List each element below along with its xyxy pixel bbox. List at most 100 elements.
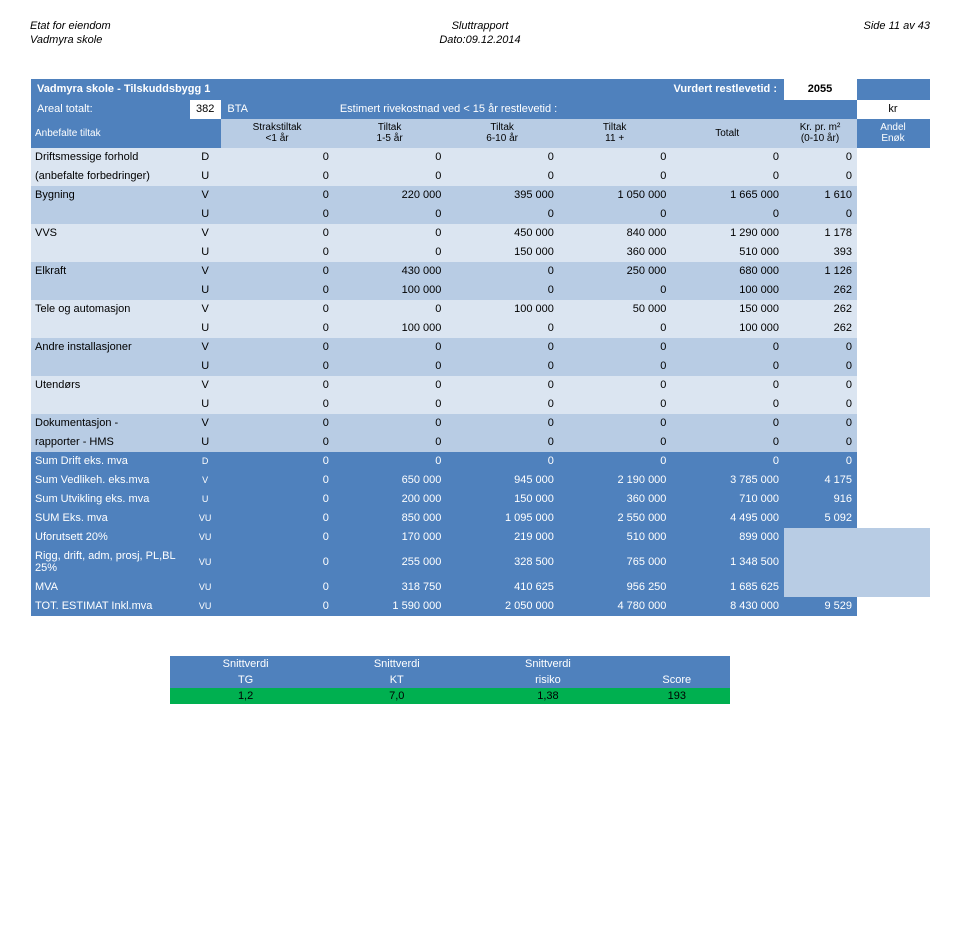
header-left-1: Etat for eiendom: [30, 20, 330, 32]
andel-cell: 0: [857, 509, 930, 528]
row-value: 0: [558, 319, 671, 338]
row-value: 0: [221, 452, 333, 471]
table-row: Dokumentasjon -V000000: [31, 414, 930, 433]
andel-cell: [857, 395, 930, 414]
row-code: V: [190, 471, 221, 490]
col-6b: (0-10 år): [801, 133, 839, 144]
row-value: 9 529: [784, 597, 857, 616]
row-value: 0: [221, 338, 333, 357]
table-row: BygningV0220 000395 0001 050 0001 665 00…: [31, 186, 930, 205]
row-label: [31, 205, 190, 224]
summary-table: Snittverdi Snittverdi Snittverdi TG KT r…: [170, 656, 730, 704]
row-value: 0: [446, 433, 559, 452]
column-headers: Anbefalte tiltak Strakstiltak<1 år Tilta…: [31, 119, 930, 148]
row-value: 956 250: [558, 578, 671, 597]
andel-cell: [857, 357, 930, 376]
table-row: U0100 00000100 000262: [31, 281, 930, 300]
sum-h-3: [624, 656, 730, 672]
row-value: 0: [446, 319, 559, 338]
row-value: 4 175: [784, 471, 857, 490]
table-row: Sum Vedlikeh. eks.mvaV0650 000945 0002 1…: [31, 471, 930, 490]
sum-v-3: 193: [624, 688, 730, 704]
row-value: 0: [333, 243, 446, 262]
row-value: 0: [221, 300, 333, 319]
andel-cell: [857, 471, 930, 490]
row-value: 0: [671, 167, 784, 186]
row-value: 430 000: [333, 262, 446, 281]
row-value: 0: [558, 167, 671, 186]
row-value: 0: [784, 148, 857, 167]
row-code: U: [190, 205, 221, 224]
row-value: 0: [784, 167, 857, 186]
row-value: 0: [784, 205, 857, 224]
restlevetid-year: 2055: [784, 79, 857, 100]
col-3a: Tiltak: [490, 122, 514, 133]
row-value: 100 000: [671, 281, 784, 300]
row-value: 200 000: [333, 490, 446, 509]
row-value: 170 000: [333, 528, 446, 547]
row-value: 0: [333, 376, 446, 395]
row-value: 0: [784, 433, 857, 452]
row-value: 2 050 000: [446, 597, 559, 616]
row-value: 0: [558, 338, 671, 357]
row-label: Rigg, drift, adm, prosj, PL,BL 25%: [31, 547, 190, 578]
row-value: [784, 528, 857, 547]
row-value: 410 625: [446, 578, 559, 597]
row-value: 0: [221, 490, 333, 509]
row-value: 0: [671, 414, 784, 433]
sum-h2-2: risiko: [472, 672, 623, 688]
header-center-1: Sluttrapport: [330, 20, 630, 32]
col-3b: 6-10 år: [486, 133, 518, 144]
sum-h2-3: Score: [624, 672, 730, 688]
estimert-label: Estimert rivekostnad ved < 15 år restlev…: [333, 100, 856, 119]
row-value: 0: [221, 243, 333, 262]
row-value: 0: [221, 281, 333, 300]
row-label: MVA: [31, 578, 190, 597]
andel-cell: 0: [857, 597, 930, 616]
col-1b: <1 år: [266, 133, 289, 144]
areal-label: Areal totalt:: [31, 100, 190, 119]
row-value: 0: [333, 167, 446, 186]
row-value: 219 000: [446, 528, 559, 547]
row-value: 220 000: [333, 186, 446, 205]
row-code: U: [190, 243, 221, 262]
table-row: U000000: [31, 395, 930, 414]
row-label: VVS: [31, 224, 190, 243]
row-value: 0: [333, 433, 446, 452]
row-value: 945 000: [446, 471, 559, 490]
row-value: 850 000: [333, 509, 446, 528]
andel-cell: [857, 224, 930, 243]
row-value: 0: [446, 357, 559, 376]
row-value: 510 000: [558, 528, 671, 547]
row-value: 0: [221, 395, 333, 414]
row-value: 5 092: [784, 509, 857, 528]
row-value: 0: [671, 148, 784, 167]
kr-label: kr: [857, 100, 930, 119]
header-left-2: Vadmyra skole: [30, 34, 330, 46]
row-value: 0: [558, 148, 671, 167]
col-4a: Tiltak: [603, 122, 627, 133]
row-value: 710 000: [671, 490, 784, 509]
row-value: 1 610: [784, 186, 857, 205]
row-value: 0: [784, 338, 857, 357]
row-code: V: [190, 224, 221, 243]
sum-v-0: 1,2: [170, 688, 321, 704]
sum-h2-1: KT: [321, 672, 472, 688]
row-code: VU: [190, 509, 221, 528]
row-value: 50 000: [558, 300, 671, 319]
andel-cell: [857, 578, 930, 597]
row-value: 0: [671, 357, 784, 376]
sum-h-1: Snittverdi: [321, 656, 472, 672]
table-row: Uforutsett 20%VU0170 000219 000510 00089…: [31, 528, 930, 547]
cost-table: Vadmyra skole - Tilskuddsbygg 1 Vurdert …: [30, 78, 930, 616]
row-value: 0: [558, 376, 671, 395]
row-value: 100 000: [333, 319, 446, 338]
row-value: 916: [784, 490, 857, 509]
row-value: 328 500: [446, 547, 559, 578]
row-label: Sum Utvikling eks. mva: [31, 490, 190, 509]
row-value: 360 000: [558, 490, 671, 509]
page-header: Etat for eiendom Sluttrapport Side 11 av…: [30, 20, 930, 32]
row-label: [31, 319, 190, 338]
row-label: Elkraft: [31, 262, 190, 281]
row-value: 765 000: [558, 547, 671, 578]
